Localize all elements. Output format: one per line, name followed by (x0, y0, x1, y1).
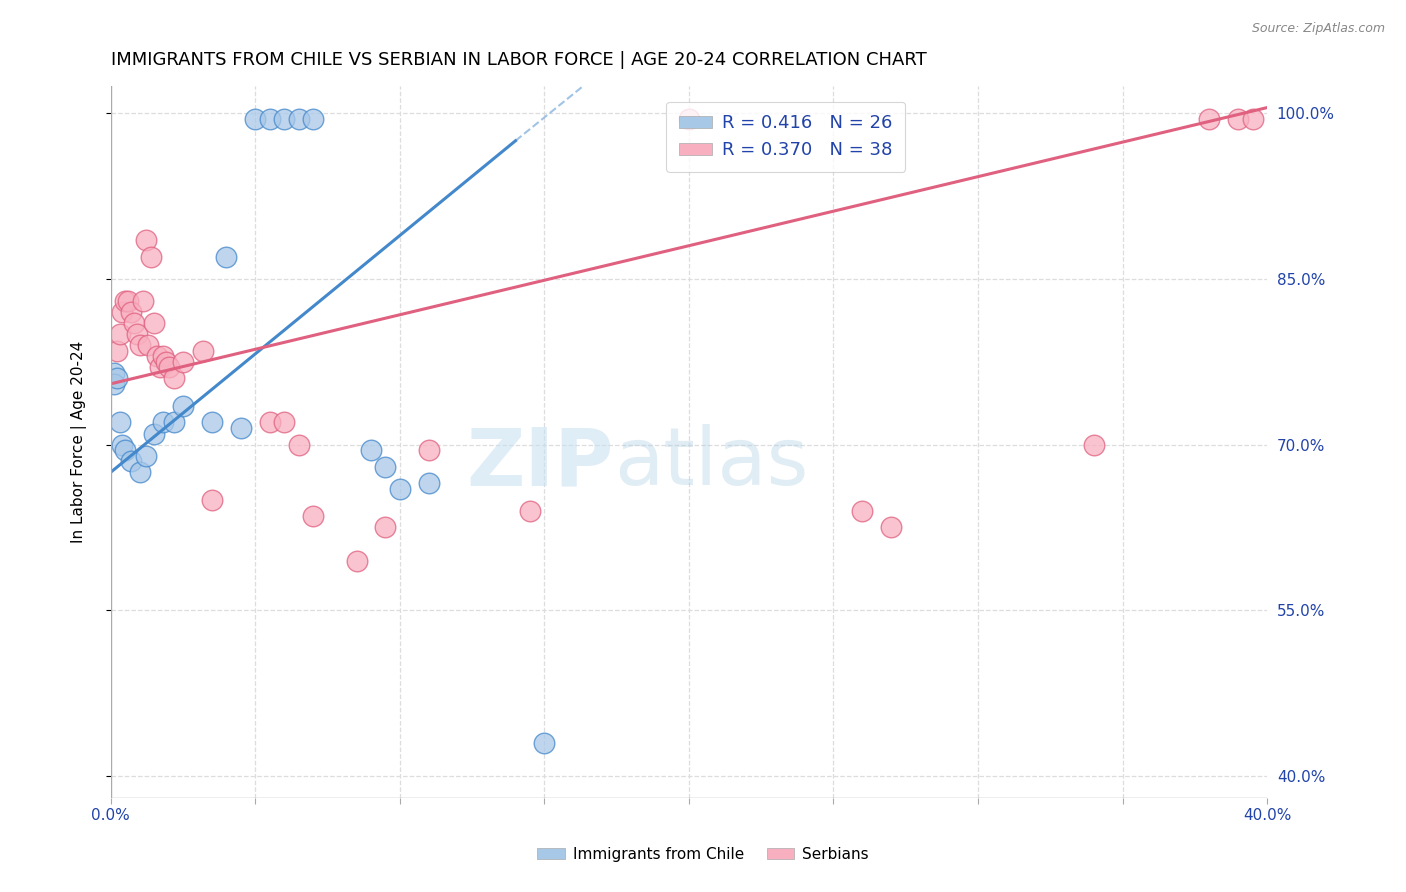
Point (418, 476, 440, 491)
Point (131, 293, 153, 308)
Point (163, 371, 186, 385)
Point (678, 112, 700, 126)
Point (172, 399, 194, 413)
Point (302, 112, 325, 126)
Point (201, 492, 224, 507)
Point (103, 376, 125, 391)
Point (533, 736, 555, 750)
Point (519, 504, 541, 518)
Point (128, 465, 150, 479)
Point (346, 553, 368, 567)
Point (287, 112, 309, 126)
Point (135, 233, 157, 247)
Point (245, 112, 267, 126)
Text: Source: ZipAtlas.com: Source: ZipAtlas.com (1251, 22, 1385, 36)
Point (135, 449, 157, 463)
Point (111, 437, 134, 451)
Point (141, 250, 163, 264)
Point (163, 416, 186, 430)
Point (259, 112, 281, 126)
Point (259, 416, 281, 430)
Point (374, 520, 396, 534)
Point (273, 112, 295, 126)
Point (105, 343, 128, 358)
Point (149, 360, 172, 375)
Point (1241, 112, 1264, 126)
Point (201, 416, 224, 430)
Point (152, 416, 174, 430)
Point (120, 454, 142, 468)
Text: ZIP: ZIP (467, 425, 614, 502)
Y-axis label: In Labor Force | Age 20-24: In Labor Force | Age 20-24 (72, 341, 87, 543)
Point (193, 343, 215, 358)
Point (302, 509, 325, 524)
Point (138, 338, 160, 352)
Point (229, 421, 252, 435)
Point (120, 305, 142, 319)
Point (111, 305, 134, 319)
Legend: Immigrants from Chile, Serbians: Immigrants from Chile, Serbians (531, 841, 875, 868)
Point (103, 366, 125, 380)
Point (143, 426, 166, 441)
Point (418, 443, 440, 458)
Point (108, 327, 131, 342)
Point (880, 520, 903, 534)
Point (215, 250, 238, 264)
Point (122, 316, 145, 330)
Point (374, 459, 396, 474)
Text: atlas: atlas (614, 425, 808, 502)
Legend: R = 0.416   N = 26, R = 0.370   N = 38: R = 0.416 N = 26, R = 0.370 N = 38 (666, 102, 905, 172)
Point (128, 338, 150, 352)
Point (360, 443, 382, 458)
Point (105, 371, 128, 385)
Point (143, 316, 166, 330)
Point (108, 416, 131, 430)
Point (155, 354, 177, 368)
Point (114, 293, 136, 308)
Point (273, 416, 295, 430)
Point (117, 293, 139, 308)
Point (172, 354, 194, 368)
Point (114, 443, 136, 458)
Text: IMMIGRANTS FROM CHILE VS SERBIAN IN LABOR FORCE | AGE 20-24 CORRELATION CHART: IMMIGRANTS FROM CHILE VS SERBIAN IN LABO… (111, 51, 927, 69)
Point (157, 360, 180, 375)
Point (152, 349, 174, 363)
Point (125, 327, 148, 342)
Point (1227, 112, 1250, 126)
Point (1083, 437, 1105, 451)
Point (851, 504, 873, 518)
Point (1198, 112, 1220, 126)
Point (388, 482, 411, 496)
Point (287, 437, 309, 451)
Point (146, 349, 169, 363)
